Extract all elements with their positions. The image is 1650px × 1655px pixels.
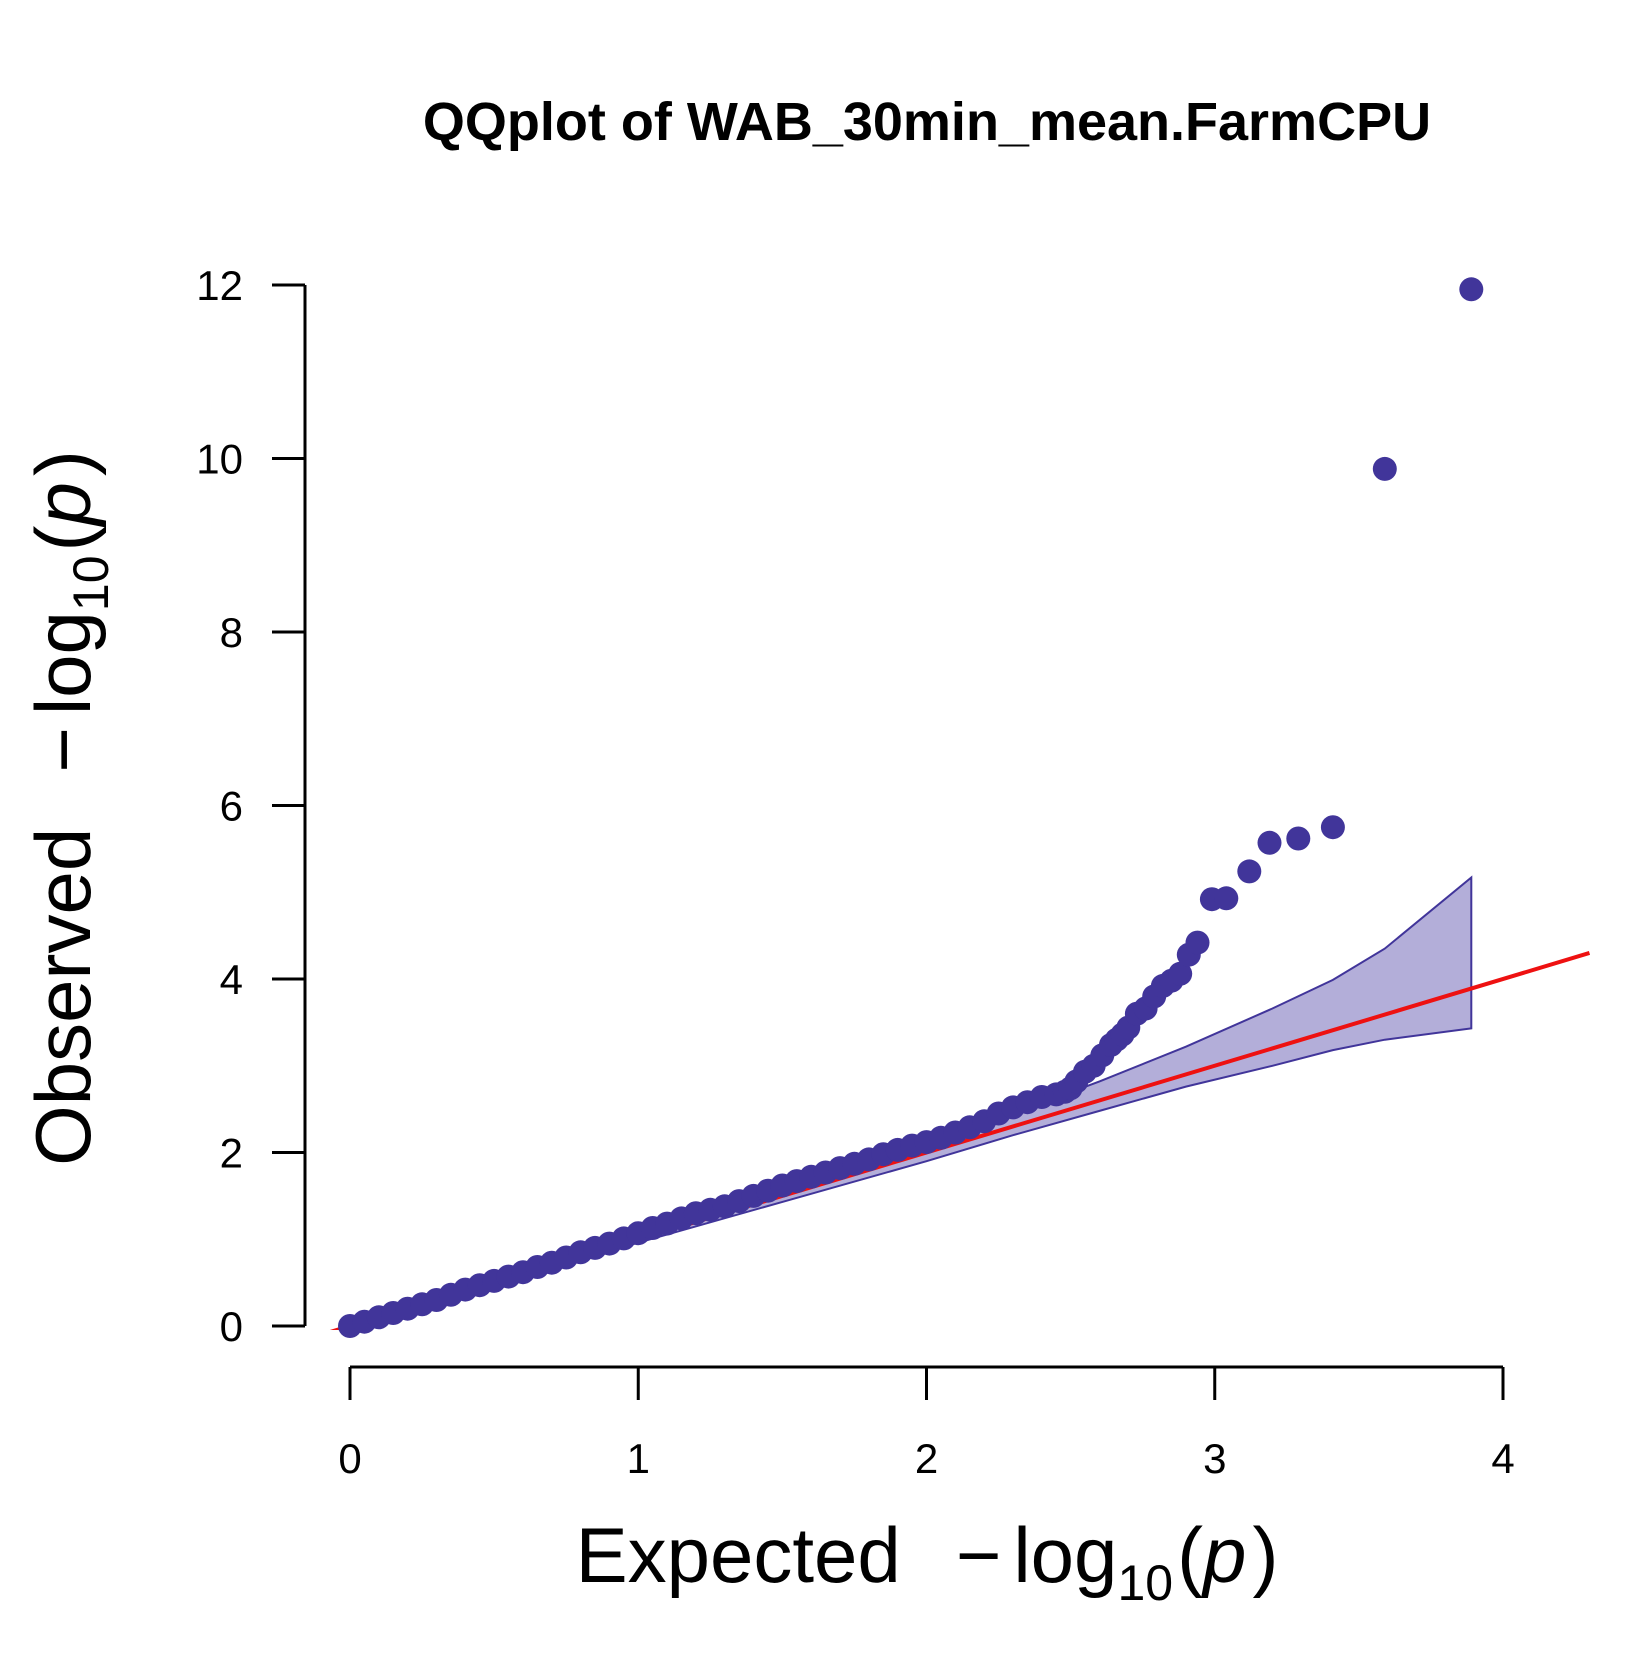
x-axis-label-open: ( [1177, 1511, 1203, 1599]
data-point [1168, 961, 1193, 986]
x-axis-label-prefix: Expected [576, 1511, 901, 1599]
y-tick-label: 10 [196, 436, 243, 483]
confidence-band [349, 875, 1473, 1327]
x-axis-label-base: 10 [1117, 1555, 1173, 1611]
confidence-band-area [349, 875, 1473, 1327]
x-axis-label: Expected − log10(p) [576, 1511, 1279, 1611]
y-tick-label: 8 [220, 609, 243, 656]
data-point [1372, 456, 1397, 481]
y-tick-label: 6 [220, 783, 243, 830]
y-tick-label: 12 [196, 262, 243, 309]
x-tick-label: 3 [1203, 1435, 1226, 1482]
data-point [1214, 886, 1239, 911]
y-axis-label-prefix: Observed [19, 828, 107, 1166]
y-axis-label-open: ( [19, 525, 107, 551]
y-tick-label: 0 [220, 1303, 243, 1350]
y-axis-label-close: ) [19, 450, 107, 476]
x-tick-label: 1 [627, 1435, 650, 1482]
x-axis-label-var: p [1201, 1511, 1246, 1599]
x-axis-label-log: log [1013, 1511, 1117, 1599]
y-axis-label-minus: − [19, 727, 107, 773]
x-axis: 0 1 2 3 4 [338, 1365, 1515, 1482]
x-axis-label-minus: − [956, 1511, 1002, 1599]
data-point [1185, 930, 1210, 955]
y-axis-label-var: p [19, 482, 107, 527]
y-tick-label: 2 [220, 1130, 243, 1177]
y-axis-label-log: log [19, 611, 107, 715]
x-tick-label: 4 [1491, 1435, 1514, 1482]
data-point [1237, 859, 1262, 884]
chart-title: QQplot of WAB_30min_mean.FarmCPU [423, 92, 1431, 152]
y-axis-label: Observed − log10 (p) [19, 450, 119, 1166]
data-point [1459, 277, 1484, 302]
y-axis-label-base: 10 [63, 555, 119, 611]
data-point [1286, 826, 1311, 851]
x-tick-label: 2 [915, 1435, 938, 1482]
y-tick-label: 4 [220, 956, 243, 1003]
y-axis: 0 2 4 6 8 10 12 [196, 262, 307, 1350]
data-point [1257, 830, 1282, 855]
x-tick-label: 0 [338, 1435, 361, 1482]
data-point [1320, 815, 1345, 840]
data-points [338, 277, 1484, 1338]
x-axis-label-close: ) [1252, 1511, 1278, 1599]
